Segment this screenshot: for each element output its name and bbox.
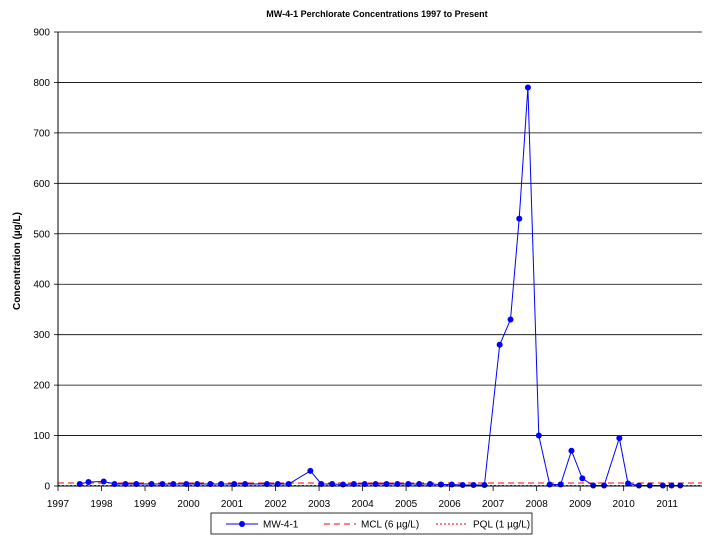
y-tick-label: 600 — [33, 179, 50, 190]
x-tick-label: 2002 — [264, 499, 287, 510]
data-point — [100, 478, 107, 485]
y-tick-label: 500 — [33, 229, 50, 240]
y-tick-label: 700 — [33, 128, 50, 139]
data-point — [263, 480, 270, 487]
data-point — [590, 482, 597, 489]
data-point — [437, 481, 444, 488]
legend-marker-mw-4-1 — [239, 521, 245, 527]
data-point — [242, 480, 249, 487]
x-tick-label: 1997 — [47, 499, 70, 510]
x-tick-label: 2007 — [482, 499, 505, 510]
data-point — [524, 84, 531, 91]
chart-title: MW-4-1 Perchlorate Concentrations 1997 t… — [266, 9, 487, 19]
data-point — [394, 480, 401, 487]
data-point — [668, 482, 675, 489]
data-point — [507, 316, 514, 323]
data-point — [568, 447, 575, 454]
data-point — [677, 482, 684, 489]
x-tick-label: 2011 — [656, 499, 678, 510]
x-tick-label: 2003 — [308, 499, 331, 510]
data-point — [659, 482, 666, 489]
x-tick-labels: 1997 1998 1999 2000 2001 2002 2003 2004 2005 2006… — [47, 486, 678, 510]
legend-label-pql: PQL (1 µg/L) — [473, 520, 530, 531]
data-point — [183, 480, 190, 487]
series-group — [76, 84, 684, 489]
x-tick-label: 2009 — [569, 499, 592, 510]
data-point — [579, 475, 586, 482]
data-point — [133, 480, 140, 487]
axes — [57, 32, 702, 487]
data-point — [285, 480, 292, 487]
data-point — [361, 480, 368, 487]
data-point — [459, 481, 466, 488]
y-tick-label: 900 — [33, 28, 50, 39]
data-point — [274, 480, 281, 487]
data-point — [340, 481, 347, 488]
x-tick-label: 2004 — [351, 499, 374, 510]
data-point — [557, 481, 564, 488]
data-point — [601, 482, 608, 489]
data-point — [122, 480, 129, 487]
y-tick-label: 800 — [33, 78, 50, 89]
data-point — [646, 482, 653, 489]
data-point — [218, 480, 225, 487]
legend-label-mcl: MCL (6 µg/L) — [361, 520, 419, 531]
legend-box — [210, 512, 533, 535]
data-point — [207, 480, 214, 487]
data-point — [111, 480, 118, 487]
y-tick-label: 300 — [33, 330, 50, 341]
data-point — [616, 435, 623, 442]
data-point — [470, 481, 477, 488]
data-point — [318, 480, 325, 487]
y-tick-label: 200 — [33, 381, 50, 392]
data-point — [405, 480, 412, 487]
data-point — [481, 481, 488, 488]
x-tick-label: 2000 — [177, 499, 200, 510]
data-point — [350, 480, 357, 487]
mw-4-1-line — [79, 87, 681, 486]
x-tick-label: 2010 — [613, 499, 636, 510]
x-tick-label: 2008 — [526, 499, 549, 510]
y-tick-label: 400 — [33, 280, 50, 291]
gridlines — [58, 31, 702, 436]
data-point — [372, 480, 379, 487]
data-point — [148, 480, 155, 487]
data-point — [546, 481, 553, 488]
x-tick-label: 2001 — [221, 499, 244, 510]
data-point — [383, 480, 390, 487]
data-point — [496, 341, 503, 348]
data-point — [329, 480, 336, 487]
y-tick-labels: 0 100 200 300 400 500 600 700 800 900 — [33, 28, 58, 493]
data-point — [170, 480, 177, 487]
x-tick-label: 1999 — [134, 499, 157, 510]
y-tick-label: 100 — [33, 431, 50, 442]
data-point — [307, 467, 314, 474]
y-tick-label: 0 — [44, 482, 50, 493]
data-point — [231, 480, 238, 487]
data-point — [635, 482, 642, 489]
data-point — [194, 480, 201, 487]
data-point — [159, 480, 166, 487]
x-tick-label: 2005 — [395, 499, 418, 510]
data-point — [535, 432, 542, 439]
legend-label-mw-4-1: MW-4-1 — [263, 520, 299, 531]
data-point — [516, 215, 523, 222]
data-point — [85, 478, 92, 485]
y-axis-title: Concentration (µg/L) — [12, 212, 23, 310]
data-point — [416, 480, 423, 487]
data-point — [625, 480, 632, 487]
x-tick-label: 2006 — [438, 499, 461, 510]
data-point — [76, 480, 83, 487]
legend: MW-4-1 MCL (6 µg/L) PQL (1 µg/L) — [210, 512, 533, 535]
x-tick-label: 1998 — [90, 499, 113, 510]
data-point — [427, 480, 434, 487]
